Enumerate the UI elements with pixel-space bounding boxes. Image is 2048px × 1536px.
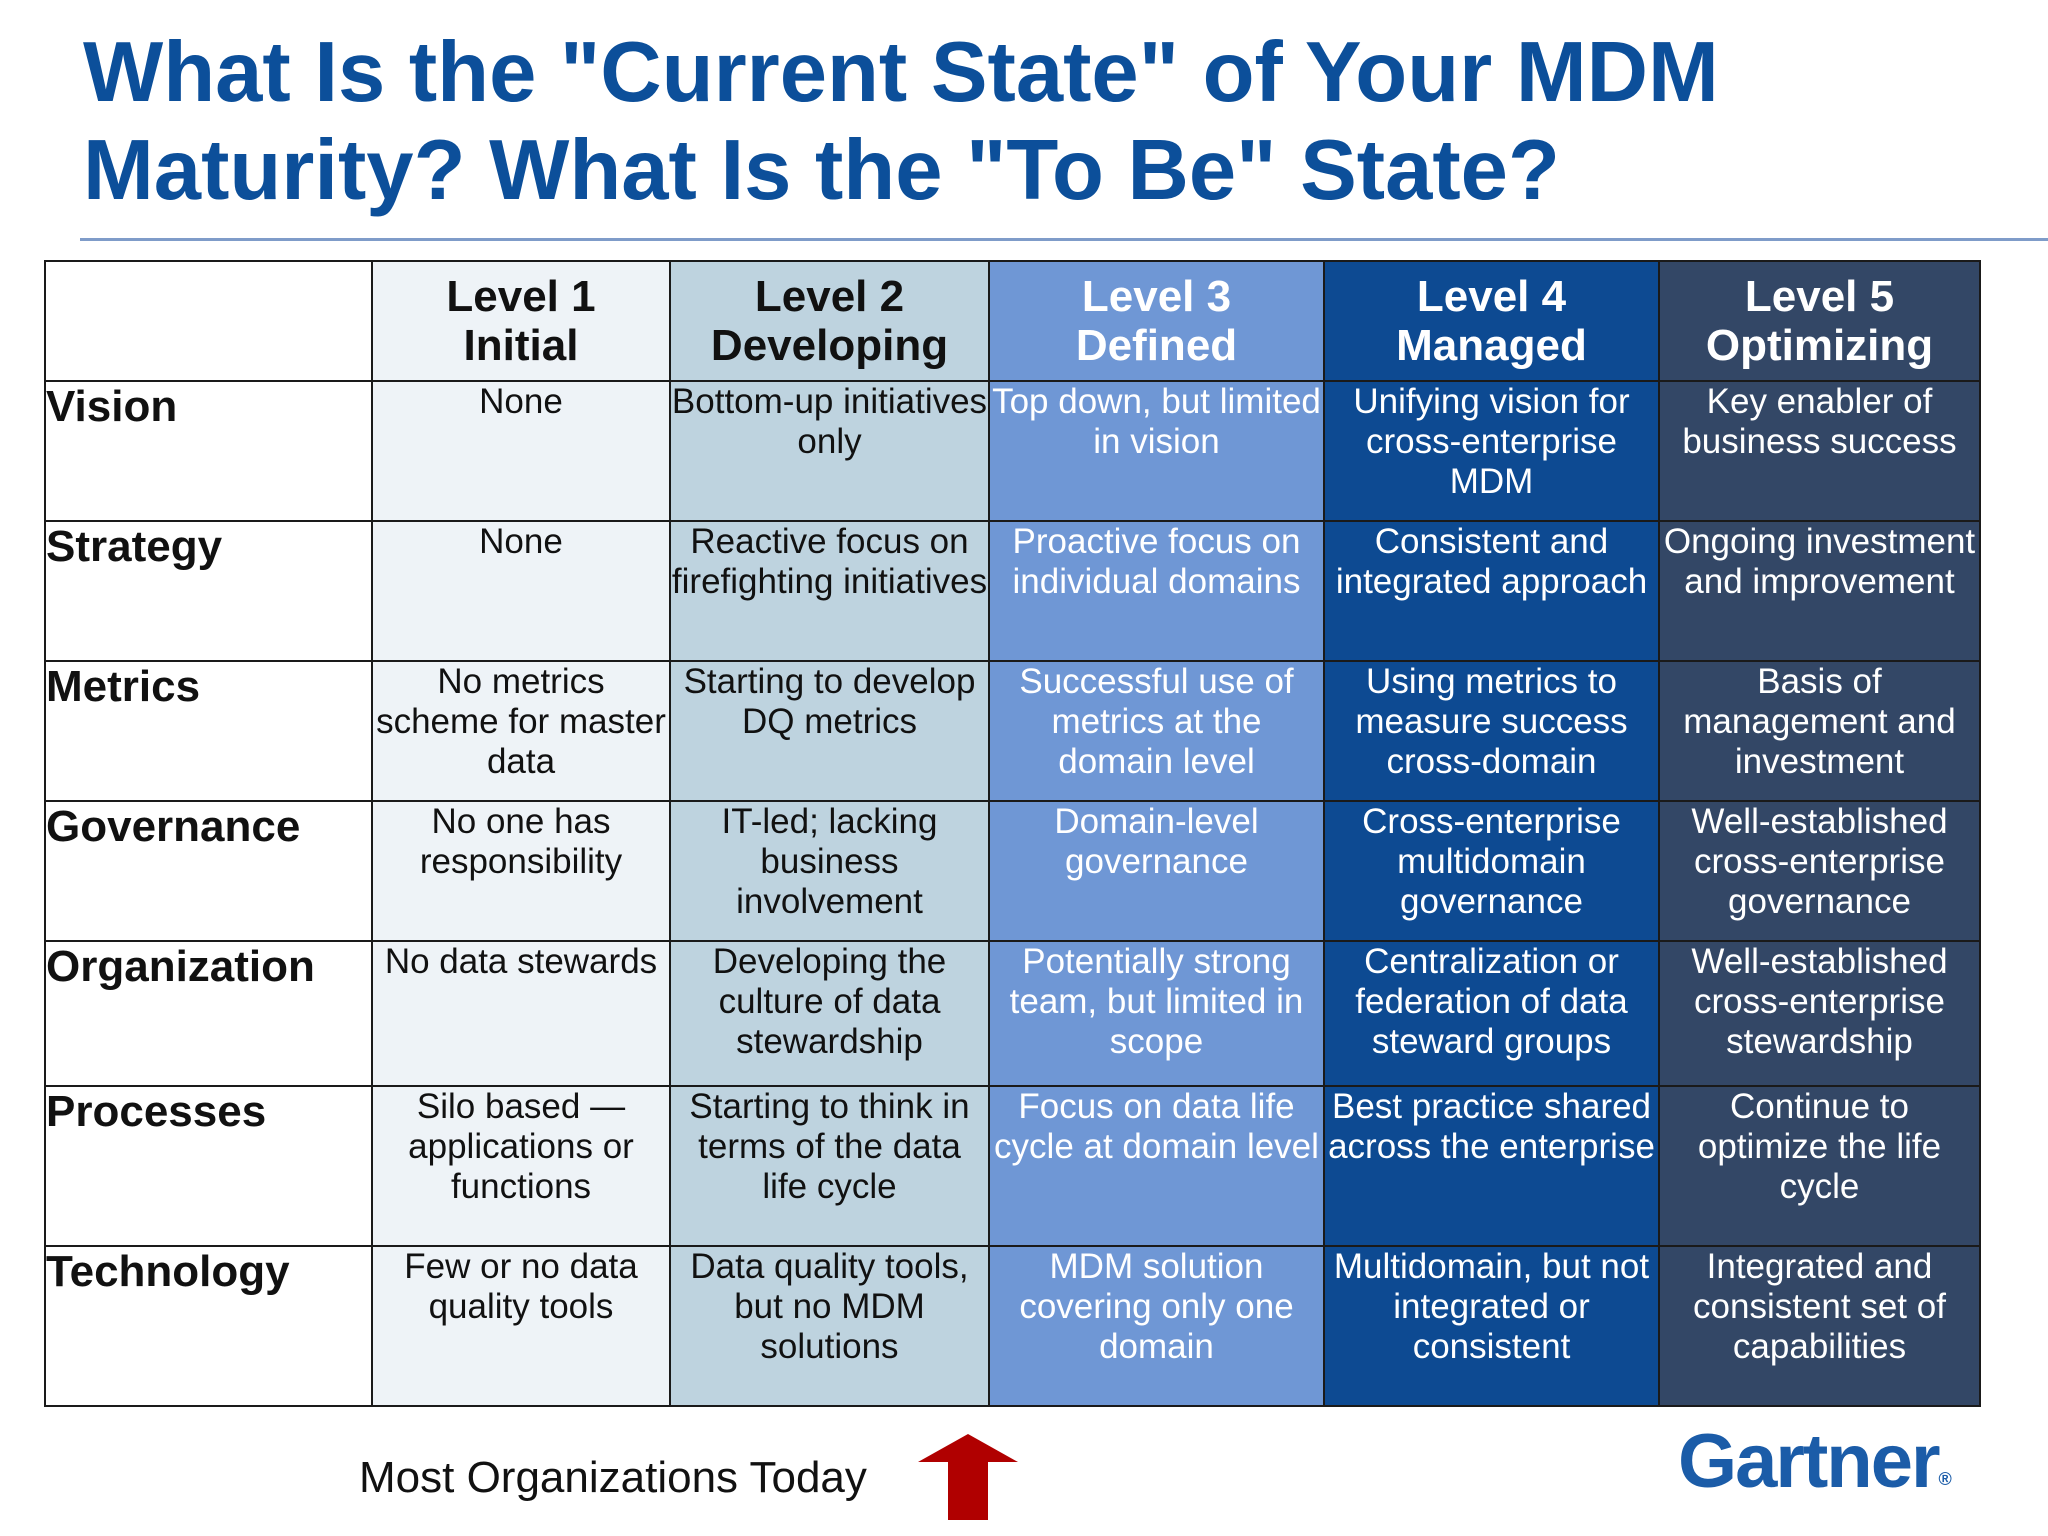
table-cell: No metrics scheme for master data: [371, 660, 671, 802]
title-divider: [80, 238, 2048, 241]
row-label: Vision: [44, 380, 373, 522]
table-cell: Ongoing investment and improvement: [1658, 520, 1981, 662]
table-cell: Focus on data life cycle at domain level: [988, 1085, 1325, 1247]
table-cell: Top down, but limited in vision: [988, 380, 1325, 522]
row-label: Processes: [44, 1085, 373, 1247]
table-cell: IT-led; lacking business involvement: [669, 800, 990, 942]
table-cell: Centralization or federation of data ste…: [1323, 940, 1660, 1087]
table-cell: Developing the culture of data stewardsh…: [669, 940, 990, 1087]
row-label: Metrics: [44, 660, 373, 802]
table-cell: Multidomain, but not integrated or consi…: [1323, 1245, 1660, 1407]
row-label: Strategy: [44, 520, 373, 662]
table-cell: Starting to think in terms of the data l…: [669, 1085, 990, 1247]
level-3-header: Level 3 Defined: [988, 260, 1325, 382]
level-number: Level 3: [1081, 272, 1232, 321]
table-cell: Successful use of metrics at the domain …: [988, 660, 1325, 802]
level-number: Level 4: [1416, 272, 1567, 321]
level-2-header: Level 2 Developing: [669, 260, 990, 382]
table-cell: Starting to develop DQ metrics: [669, 660, 990, 802]
page-title: What Is the "Current State" of Your MDM …: [83, 24, 2023, 220]
table-row-governance: Governance No one has responsibility IT-…: [44, 800, 1981, 942]
table-cell: Best practice shared across the enterpri…: [1323, 1085, 1660, 1247]
level-name: Initial: [463, 321, 579, 370]
table-cell: Few or no data quality tools: [371, 1245, 671, 1407]
table-row-metrics: Metrics No metrics scheme for master dat…: [44, 660, 1981, 802]
up-arrow-icon: [918, 1434, 1018, 1520]
table-cell: Silo based — applications or functions: [371, 1085, 671, 1247]
table-cell: Data quality tools, but no MDM solutions: [669, 1245, 990, 1407]
table-row-technology: Technology Few or no data quality tools …: [44, 1245, 1981, 1407]
table-row-processes: Processes Silo based — applications or f…: [44, 1085, 1981, 1247]
table-cell: Bottom-up initiatives only: [669, 380, 990, 522]
registered-mark: ®: [1938, 1469, 1952, 1489]
table-cell: Basis of management and investment: [1658, 660, 1981, 802]
table-cell: None: [371, 380, 671, 522]
table-cell: No one has responsibility: [371, 800, 671, 942]
gartner-logo: Gartner®: [1678, 1418, 1952, 1505]
maturity-matrix: Level 1 Initial Level 2 Developing Level 3…: [44, 260, 1981, 1407]
table-cell: Key enabler of business success: [1658, 380, 1981, 522]
table-cell: No data stewards: [371, 940, 671, 1087]
footer-note: Most Organizations Today: [359, 1453, 867, 1502]
table-cell: Cross-enterprise multidomain governance: [1323, 800, 1660, 942]
level-header-row: Level 1 Initial Level 2 Developing Level 3…: [44, 260, 1981, 382]
title-line-1: What Is the "Current State" of Your MDM: [83, 25, 1719, 120]
table-row-organization: Organization No data stewards Developing…: [44, 940, 1981, 1087]
table-row-vision: Vision None Bottom-up initiatives only T…: [44, 380, 1981, 522]
logo-text: Gartner: [1678, 1419, 1941, 1504]
table-cell: Well-established cross-enterprise govern…: [1658, 800, 1981, 942]
level-number: Level 1: [446, 272, 596, 321]
table-cell: Using metrics to measure success cross-d…: [1323, 660, 1660, 802]
level-5-header: Level 5 Optimizing: [1658, 260, 1981, 382]
level-name: Developing: [710, 321, 949, 370]
corner-cell: [44, 260, 373, 382]
row-label: Technology: [44, 1245, 373, 1407]
level-4-header: Level 4 Managed: [1323, 260, 1660, 382]
title-line-2: Maturity? What Is the "To Be" State?: [83, 123, 1560, 218]
row-label: Organization: [44, 940, 373, 1087]
table-cell: Integrated and consistent set of capabil…: [1658, 1245, 1981, 1407]
table-cell: Continue to optimize the life cycle: [1658, 1085, 1981, 1247]
table-cell: Well-established cross-enterprise stewar…: [1658, 940, 1981, 1087]
level-1-header: Level 1 Initial: [371, 260, 671, 382]
level-name: Managed: [1396, 321, 1587, 370]
level-name: Defined: [1075, 321, 1238, 370]
level-number: Level 2: [754, 272, 905, 321]
table-cell: Proactive focus on individual domains: [988, 520, 1325, 662]
table-cell: Consistent and integrated approach: [1323, 520, 1660, 662]
level-name: Optimizing: [1705, 321, 1934, 370]
level-number: Level 5: [1744, 272, 1895, 321]
table-row-strategy: Strategy None Reactive focus on firefigh…: [44, 520, 1981, 662]
row-label: Governance: [44, 800, 373, 942]
table-cell: None: [371, 520, 671, 662]
table-cell: MDM solution covering only one domain: [988, 1245, 1325, 1407]
table-cell: Reactive focus on firefighting initiativ…: [669, 520, 990, 662]
table-cell: Potentially strong team, but limited in …: [988, 940, 1325, 1087]
table-cell: Domain-level governance: [988, 800, 1325, 942]
table-cell: Unifying vision for cross-enterprise MDM: [1323, 380, 1660, 522]
